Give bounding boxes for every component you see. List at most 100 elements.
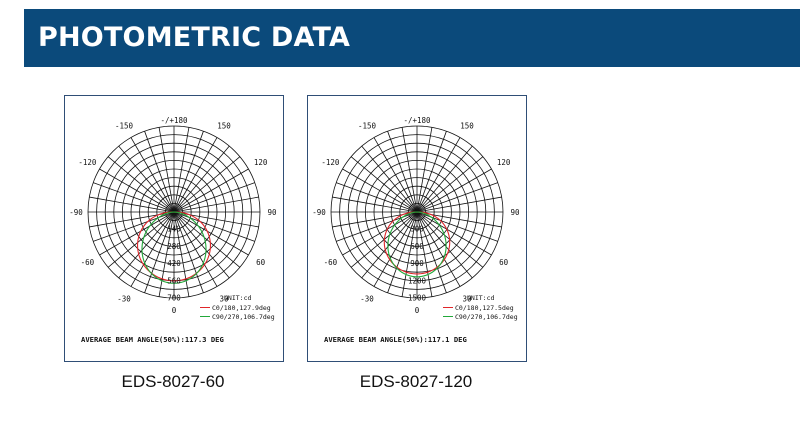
grid-spoke [93, 182, 175, 213]
grid-spoke [342, 168, 418, 213]
grid-spoke [416, 196, 502, 213]
grid-spoke [173, 168, 249, 213]
intensity-curve-c0 [383, 211, 451, 275]
grid-spoke [107, 156, 175, 213]
grid-spoke [416, 137, 461, 213]
legend-label: C90/270,106.7deg [212, 313, 275, 321]
grid-spoke [173, 182, 255, 213]
polar-grid [330, 125, 504, 299]
grid-spoke [89, 196, 175, 213]
angle-label: -/+180 [160, 116, 188, 125]
grid-spoke [332, 196, 418, 213]
radial-tick-label: 700 [167, 294, 181, 303]
angle-label: 150 [217, 121, 231, 130]
legend-label: C0/180,127.9deg [212, 304, 271, 312]
grid-spoke [401, 211, 418, 297]
grid-spoke [416, 211, 473, 279]
angle-label: 150 [460, 121, 474, 130]
radial-tick-label: 280 [167, 242, 181, 251]
angle-label: 0 [172, 306, 177, 315]
grid-spoke [173, 211, 255, 242]
radial-tick-label: 900 [410, 259, 424, 268]
radial-tick-label: 420 [167, 259, 181, 268]
page-title: PHOTOMETRIC DATA [38, 22, 351, 53]
grid-spoke [416, 131, 447, 213]
intensity-curve-c90 [387, 211, 447, 278]
average-beam-angle: AVERAGE BEAM ANGLE(50%):117.3 DEG [81, 335, 224, 344]
angle-label: 120 [254, 158, 268, 167]
chart-caption: EDS-8027-60 [121, 372, 225, 391]
grid-spoke [99, 211, 175, 256]
grid-spoke [173, 211, 241, 268]
unit-label: UNIT:cd [467, 294, 494, 302]
grid-spoke [361, 145, 418, 213]
radial-tick-label: 300 [410, 225, 424, 234]
angle-label: 90 [267, 208, 277, 217]
grid-spoke [350, 156, 418, 213]
polar-chart: -/+180 -150 150 -120 120 -90 90 -60 60 -30 30 0 140 2… [69, 116, 277, 344]
angle-label: -120 [321, 158, 340, 167]
average-beam-angle: AVERAGE BEAM ANGLE(50%):117.1 DEG [324, 335, 467, 344]
angle-label: -150 [115, 121, 134, 130]
grid-spoke [373, 211, 418, 287]
polar-chart-panel-eds-8027-120: -/+180 -150 150 -120 120 -90 90 -60 60 -30 30 0 300 6… [307, 95, 527, 362]
grid-spoke [416, 211, 461, 287]
grid-spoke [118, 145, 175, 213]
grid-spoke [173, 196, 259, 213]
angle-label: -150 [358, 121, 377, 130]
grid-spoke [401, 127, 418, 213]
grid-spoke [118, 211, 175, 279]
grid-spoke [130, 211, 175, 287]
intensity-curve-c90 [141, 211, 207, 284]
intensity-curve-c0 [136, 211, 212, 282]
grid-spoke [416, 145, 473, 213]
grid-spoke [387, 211, 418, 293]
unit-label: UNIT:cd [224, 294, 251, 302]
radial-tick-label: 1200 [408, 276, 427, 285]
angle-label: -90 [312, 208, 326, 217]
polar-chart: -/+180-150 150-120 120-90 90-60 60-30 3003006… [312, 116, 520, 344]
grid-spoke [144, 131, 175, 213]
grid-spoke [342, 211, 418, 256]
grid-spoke [158, 211, 175, 297]
radial-tick-label: 600 [410, 242, 424, 251]
grid-spoke [336, 182, 418, 213]
angle-label: 90 [510, 208, 520, 217]
grid-spoke [173, 211, 190, 297]
grid-spoke [99, 168, 175, 213]
grid-spoke [416, 182, 498, 213]
angle-label: 30 [462, 295, 472, 304]
grid-spoke [416, 211, 447, 293]
radial-tick-label: 140 [167, 225, 181, 234]
chart-caption: EDS-8027-120 [359, 372, 473, 391]
grid-spoke [173, 211, 204, 293]
angle-label: -/+180 [403, 116, 431, 125]
grid-spoke [107, 211, 175, 268]
grid-spoke [416, 127, 433, 213]
grid-spoke [173, 131, 204, 213]
grid-spoke [416, 156, 484, 213]
angle-label: 120 [497, 158, 511, 167]
angle-label: 60 [256, 258, 266, 267]
angle-label: -120 [78, 158, 97, 167]
angle-label: -90 [69, 208, 83, 217]
polar-chart-panel-eds-8027-60: -/+180 -150 150 -120 120 -90 90 -60 60 -30 30 0 140 2… [64, 95, 284, 362]
grid-spoke [173, 156, 241, 213]
angle-label: -30 [117, 295, 131, 304]
legend-label: C90/270,106.7deg [455, 313, 518, 321]
header-bar [24, 9, 800, 67]
grid-spoke [144, 211, 175, 293]
grid-spoke [416, 211, 433, 297]
grid-spoke [416, 168, 492, 213]
grid-spoke [416, 211, 492, 256]
radial-tick-label: 560 [167, 276, 181, 285]
radial-tick-label: 1500 [408, 294, 427, 303]
grid-spoke [173, 145, 230, 213]
grid-spoke [93, 211, 175, 242]
grid-spoke [387, 131, 418, 213]
grid-spoke [130, 137, 175, 213]
grid-spoke [173, 137, 218, 213]
angle-label: 60 [499, 258, 509, 267]
angle-label: -60 [81, 258, 95, 267]
grid-spoke [158, 127, 175, 213]
